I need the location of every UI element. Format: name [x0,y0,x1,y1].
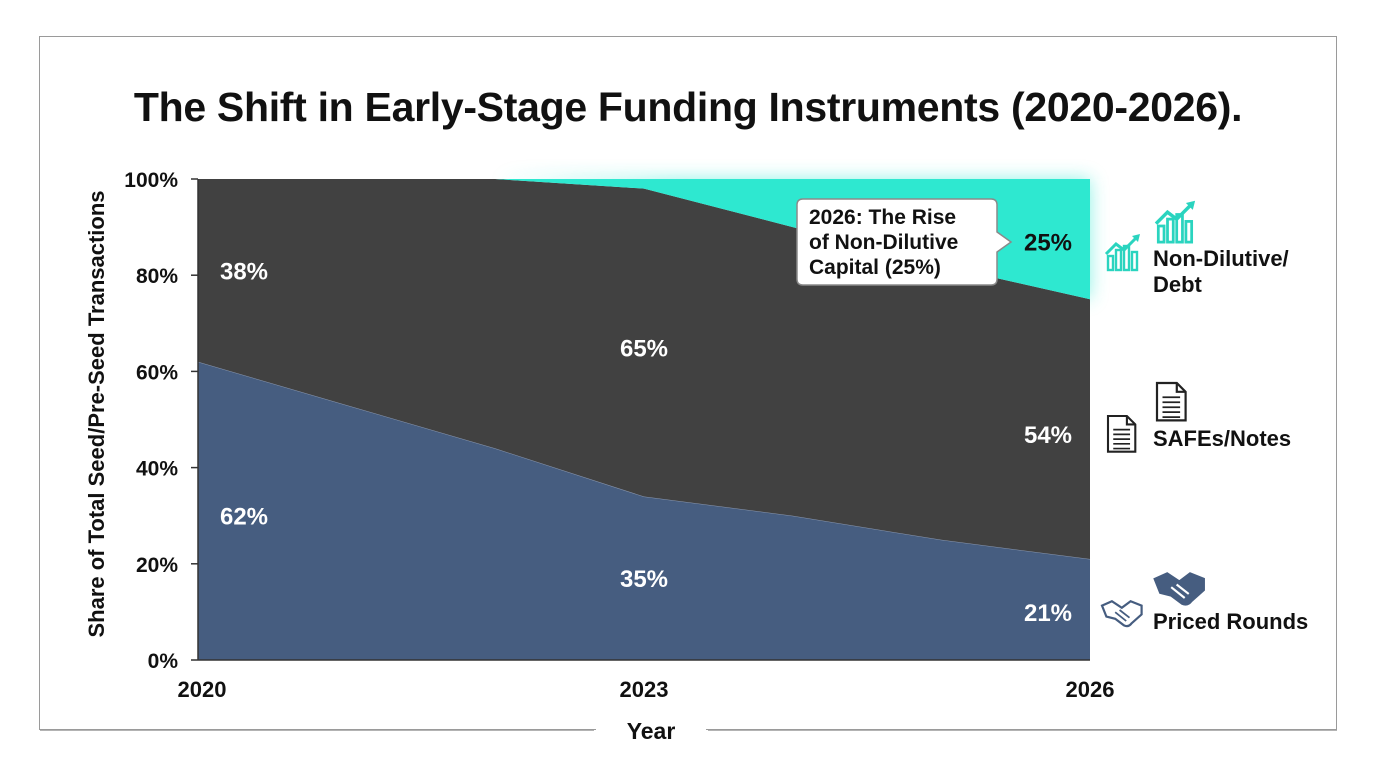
growth-chart-arrowhead [1132,234,1140,242]
y-tick-label: 20% [136,554,178,577]
x-tick-label: 2026 [1066,677,1115,702]
handshake-fingers [1170,583,1190,599]
area-priced-rounds [198,361,1090,660]
document-fold [1175,383,1186,393]
handshake-hands [1100,599,1143,628]
annotation-text: 2026: The Rise [809,206,956,229]
x-axis-title: Year [627,718,676,744]
legend-label-priced: Priced Rounds [1153,609,1308,634]
growth-chart-bar [1166,217,1175,244]
y-axis-title: Share of Total Seed/Pre-Seed Transaction… [84,190,109,637]
data-label: 21% [1024,600,1072,627]
handshake-icon [1100,599,1143,628]
y-tick-label: 100% [124,169,178,192]
handshake-icon [1153,572,1205,606]
legend-label-non-dilutive: Debt [1153,272,1203,297]
document-icon [1155,381,1187,422]
growth-chart-line [1154,201,1195,225]
handshake-fingers [1114,609,1131,622]
x-tick-label: 2020 [178,677,227,702]
document-icon [1106,414,1137,453]
growth-chart-bar [1106,254,1115,272]
growth-chart-bar [1114,248,1123,272]
data-label: 65% [620,335,668,362]
x-tick-label: 2023 [620,677,669,702]
y-tick-label: 40% [136,458,178,481]
growth-chart-bar [1156,224,1166,244]
legend-label-non-dilutive: Non-Dilutive/ [1153,246,1289,271]
annotation-text: of Non-Dilutive [809,231,958,254]
data-label: 54% [1024,422,1072,449]
annotation-text: Capital (25%) [809,256,941,279]
growth-chart-bar [1184,220,1194,244]
growth-chart-arrowhead [1185,200,1196,210]
data-label: 35% [620,566,668,593]
handshake-hands [1153,572,1205,606]
growth-chart-icon [1104,234,1140,272]
annotation-callout [796,198,1013,286]
document-fold [1125,416,1136,426]
y-tick-label: 60% [136,361,178,384]
y-tick-label: 0% [148,650,179,673]
growth-chart-icon [1154,200,1196,244]
data-label: 38% [220,258,268,285]
data-label: 62% [220,504,268,531]
y-tick-label: 80% [136,265,178,288]
growth-chart-line [1104,234,1140,256]
data-label: 25% [1024,230,1072,257]
x-title-backdrop [596,716,706,746]
legend-label-safes: SAFEs/Notes [1153,426,1291,451]
chart-title: The Shift in Early-Stage Funding Instrum… [133,84,1243,130]
growth-chart-bar [1130,250,1139,272]
